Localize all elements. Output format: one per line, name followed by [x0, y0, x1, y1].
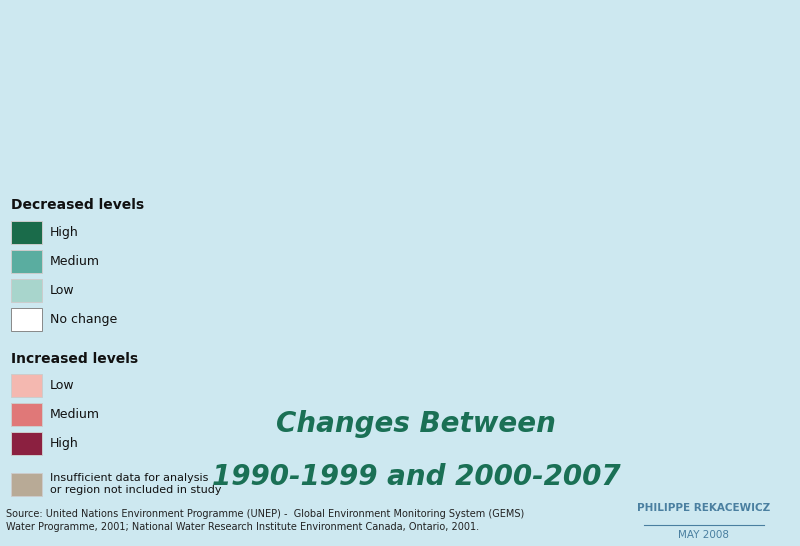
- Text: Changes Between: Changes Between: [276, 411, 556, 438]
- FancyBboxPatch shape: [11, 221, 42, 244]
- Text: Low: Low: [50, 379, 74, 392]
- FancyBboxPatch shape: [11, 403, 42, 426]
- FancyBboxPatch shape: [11, 308, 42, 331]
- FancyBboxPatch shape: [11, 473, 42, 496]
- Text: 1990-1999 and 2000-2007: 1990-1999 and 2000-2007: [212, 463, 620, 491]
- Text: High: High: [50, 437, 79, 450]
- Text: MAY 2008: MAY 2008: [678, 531, 730, 541]
- FancyBboxPatch shape: [11, 280, 42, 302]
- Text: Low: Low: [50, 284, 74, 298]
- Text: Insufficient data for analysis
or region not included in study: Insufficient data for analysis or region…: [50, 473, 222, 495]
- Text: Source: United Nations Environment Programme (UNEP) -  Global Environment Monito: Source: United Nations Environment Progr…: [6, 509, 525, 532]
- Text: High: High: [50, 226, 79, 239]
- FancyBboxPatch shape: [11, 250, 42, 273]
- Text: Medium: Medium: [50, 255, 100, 268]
- Text: Decreased levels: Decreased levels: [11, 198, 144, 211]
- Text: Medium: Medium: [50, 408, 100, 421]
- FancyBboxPatch shape: [11, 374, 42, 397]
- Text: Increased levels: Increased levels: [11, 352, 138, 366]
- Text: PHILIPPE REKACEWICZ: PHILIPPE REKACEWICZ: [638, 503, 770, 513]
- FancyBboxPatch shape: [11, 432, 42, 455]
- Text: No change: No change: [50, 313, 118, 327]
